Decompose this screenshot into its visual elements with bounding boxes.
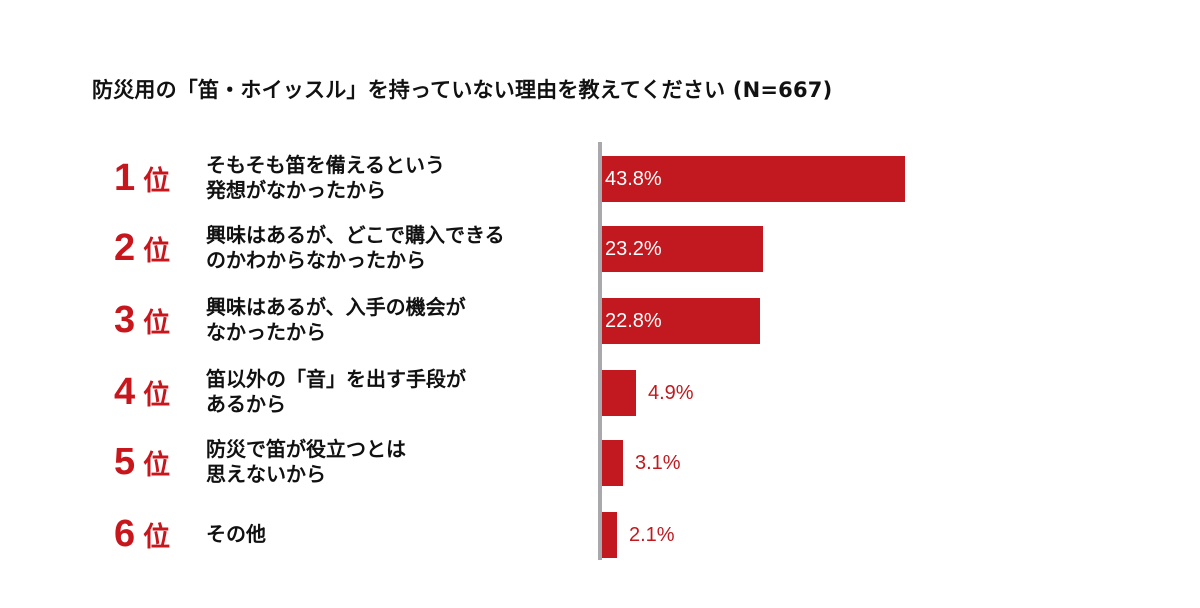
reason-label: そもそも笛を備えるという 発想がなかったから [206, 153, 586, 203]
rank-suffix: 位 [143, 521, 171, 553]
rank-suffix: 位 [143, 235, 171, 267]
reason-line-2: 発想がなかったから [206, 178, 386, 202]
value-label: 43.8% [605, 167, 662, 190]
bar [602, 226, 763, 272]
chart-title: 防災用の「笛・ホイッスル」を持っていない理由を教えてください (N=667) [92, 78, 833, 102]
reason-line-2: 思えないから [206, 462, 326, 486]
rank-suffix: 位 [143, 449, 171, 481]
reason-line-2: なかったから [206, 320, 326, 344]
rank-suffix: 位 [143, 379, 171, 411]
value-label: 2.1% [629, 523, 675, 546]
value-label: 3.1% [635, 451, 681, 474]
rank-number: 6 [114, 512, 136, 555]
bar [602, 298, 760, 344]
rank-suffix: 位 [143, 165, 171, 197]
reason-line-1: 興味はあるが、どこで購入できる [206, 223, 505, 247]
reason-line-2: のかわからなかったから [206, 248, 426, 272]
reason-line-1: 笛以外の「音」を出す手段が [206, 367, 466, 391]
reason-label: その他 [206, 509, 586, 559]
reason-line-1: その他 [206, 521, 266, 546]
rank-number: 2 [114, 226, 136, 269]
rank-number: 1 [114, 156, 136, 199]
rank-number: 4 [114, 370, 136, 413]
reason-label: 興味はあるが、どこで購入できる のかわからなかったから [206, 223, 586, 273]
reason-line-2: あるから [206, 392, 286, 416]
reason-label: 防災で笛が役立つとは 思えないから [206, 437, 586, 487]
value-label: 4.9% [648, 381, 694, 404]
reason-label: 笛以外の「音」を出す手段が あるから [206, 367, 586, 417]
rank-suffix: 位 [143, 307, 171, 339]
rank-number: 5 [114, 440, 136, 483]
reason-label: 興味はあるが、入手の機会が なかったから [206, 295, 586, 345]
bar [602, 512, 617, 558]
reason-line-1: そもそも笛を備えるという [206, 153, 445, 177]
value-label: 22.8% [605, 309, 662, 332]
bar [602, 440, 623, 486]
value-label: 23.2% [605, 237, 662, 260]
chart-axis-line [598, 142, 602, 560]
reason-line-1: 防災で笛が役立つとは [206, 437, 406, 461]
rank-number: 3 [114, 298, 136, 341]
reason-line-1: 興味はあるが、入手の機会が [206, 295, 466, 319]
bar [602, 370, 636, 416]
bar [602, 156, 905, 202]
